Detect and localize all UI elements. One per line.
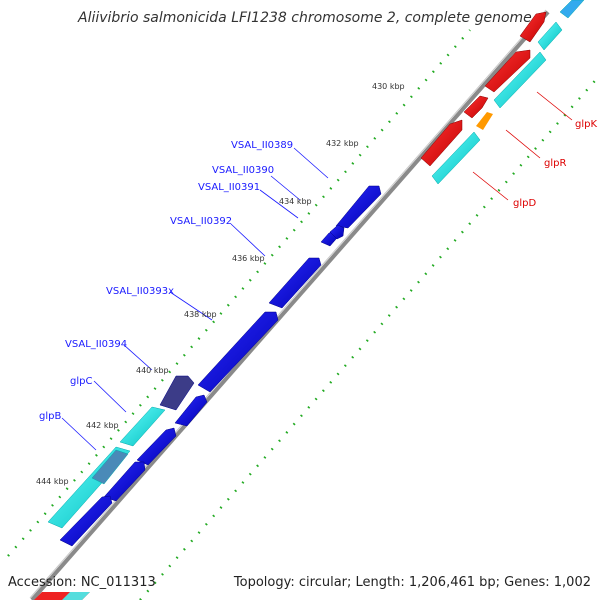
cds-glpb-shade: [91, 449, 129, 485]
gene-label[interactable]: glpB: [39, 411, 61, 422]
tick-label: 444 kbp: [36, 477, 69, 486]
map-title: Aliivibrio salmonicida LFI1238 chromosom…: [78, 10, 532, 26]
tick-label: 430 kbp: [372, 82, 405, 91]
gene-vsal-ii0393x[interactable]: [197, 311, 279, 393]
tick-label: 440 kbp: [136, 366, 169, 375]
forward-gene-labels: VSAL_II0389 VSAL_II0390 VSAL_II0391 VSAL_II…: [39, 140, 293, 422]
gene-glpb-fwd[interactable]: [136, 427, 177, 466]
gene-label[interactable]: glpD: [513, 198, 536, 209]
tick-label: 432 kbp: [326, 139, 359, 148]
bottom-edge-cds: [62, 592, 90, 600]
forward-label-leaders: [61, 147, 329, 451]
gene-label[interactable]: glpC: [70, 376, 92, 387]
gene-label[interactable]: VSAL_II0389: [231, 140, 293, 151]
reverse-label-leaders: [472, 91, 573, 201]
forward-strand-genes: [59, 185, 382, 547]
chromosome-backbone-highlight: [29, 9, 547, 599]
cds-glpk-rev[interactable]: [493, 51, 547, 109]
tick-label: 434 kbp: [279, 197, 312, 206]
gene-glpr-rev[interactable]: [463, 95, 489, 119]
gene-lower-fwd-1[interactable]: [103, 461, 146, 502]
gene-vsal-ii0394-dark[interactable]: [159, 375, 195, 411]
gene-glpc-fwd[interactable]: [174, 394, 208, 427]
cds-glpc[interactable]: [119, 406, 166, 447]
gene-label[interactable]: VSAL_II0392: [170, 216, 232, 227]
gene-vsal-ii0391[interactable]: [329, 224, 345, 240]
tick-label: 436 kbp: [232, 254, 265, 263]
gene-glpr-orange[interactable]: [476, 112, 493, 130]
cds-top-corner[interactable]: [559, 0, 585, 19]
reverse-cds-track: [431, 0, 585, 185]
tick-labels: 430 kbp 432 kbp 434 kbp 436 kbp 438 kbp 440 k…: [36, 82, 405, 486]
gene-label[interactable]: glpR: [544, 158, 566, 169]
gene-label[interactable]: VSAL_II0393x: [106, 286, 174, 297]
gene-glpk-rev[interactable]: [484, 49, 531, 93]
gene-top-rev-1[interactable]: [519, 11, 547, 43]
gene-lower-fwd-2[interactable]: [59, 495, 113, 547]
inner-dotted-track: [139, 74, 600, 600]
forward-cds-track: [47, 406, 166, 529]
gene-glpd-rev[interactable]: [420, 119, 463, 167]
gene-vsal-ii0392[interactable]: [268, 257, 322, 309]
chromosome-backbone: [30, 10, 550, 600]
cds-top-rev[interactable]: [537, 21, 563, 51]
gene-label[interactable]: glpK: [575, 119, 597, 130]
gene-label[interactable]: VSAL_II0390: [212, 165, 274, 176]
cds-glpd-rev[interactable]: [431, 131, 481, 185]
gene-label[interactable]: VSAL_II0394: [65, 339, 127, 350]
outer-dotted-track: [7, 29, 471, 557]
genome-summary-text: Topology: circular; Length: 1,206,461 bp…: [233, 575, 591, 590]
tick-label: 442 kbp: [86, 421, 119, 430]
gene-label[interactable]: VSAL_II0391: [198, 182, 260, 193]
tick-label: 438 kbp: [184, 310, 217, 319]
reverse-gene-labels: glpK glpR glpD: [513, 119, 597, 209]
gene-vsal-ii0389[interactable]: [335, 185, 382, 229]
accession-text: Accession: NC_011313: [8, 575, 156, 590]
reverse-strand-genes: [420, 11, 547, 167]
